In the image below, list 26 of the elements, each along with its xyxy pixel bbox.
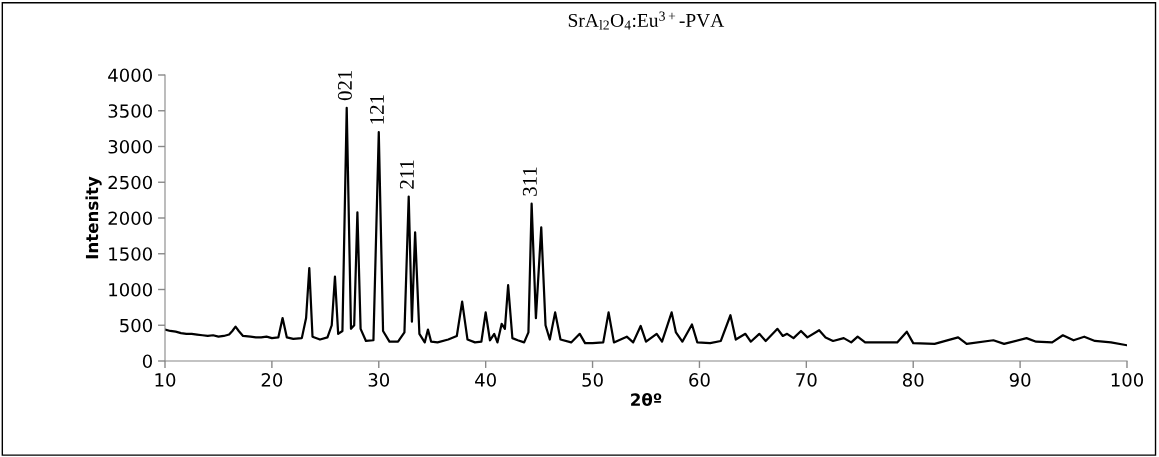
annotation: 021 bbox=[337, 70, 352, 101]
y-tick-label: 3500 bbox=[108, 104, 152, 118]
x-tick-label: 10 bbox=[155, 373, 176, 387]
annotation: 311 bbox=[522, 167, 537, 196]
x-tick-label: 60 bbox=[689, 373, 710, 387]
y-tick-label: 4000 bbox=[108, 68, 152, 83]
x-tick-label: 20 bbox=[261, 373, 283, 387]
x-tick-label: 100 bbox=[1111, 373, 1144, 387]
x-tick-label: 90 bbox=[1009, 373, 1031, 387]
x-tick-label: 80 bbox=[902, 373, 924, 387]
x-tick-label: 40 bbox=[475, 373, 496, 387]
y-tick-label: 500 bbox=[120, 318, 152, 333]
annotation: 121 bbox=[369, 95, 384, 124]
y-tick-label: 0 bbox=[142, 354, 152, 369]
x-axis-title: 2θº bbox=[631, 392, 662, 406]
y-tick-label: 2500 bbox=[108, 175, 152, 190]
y-tick-label: 1500 bbox=[109, 247, 152, 261]
y-tick-label: 1000 bbox=[109, 282, 152, 297]
x-tick-label: 70 bbox=[796, 373, 817, 387]
x-tick-label: 50 bbox=[582, 373, 603, 387]
chart-title: SrA$_{l2}$O$_{4}$:Eu$^{3+}$-PVA bbox=[568, 11, 725, 30]
x-tick-label: 30 bbox=[368, 373, 390, 387]
annotation: 211 bbox=[399, 160, 414, 189]
y-tick-label: 2000 bbox=[108, 211, 152, 226]
y-tick-label: 3000 bbox=[108, 139, 152, 154]
y-axis-title: Intensity bbox=[85, 176, 102, 259]
